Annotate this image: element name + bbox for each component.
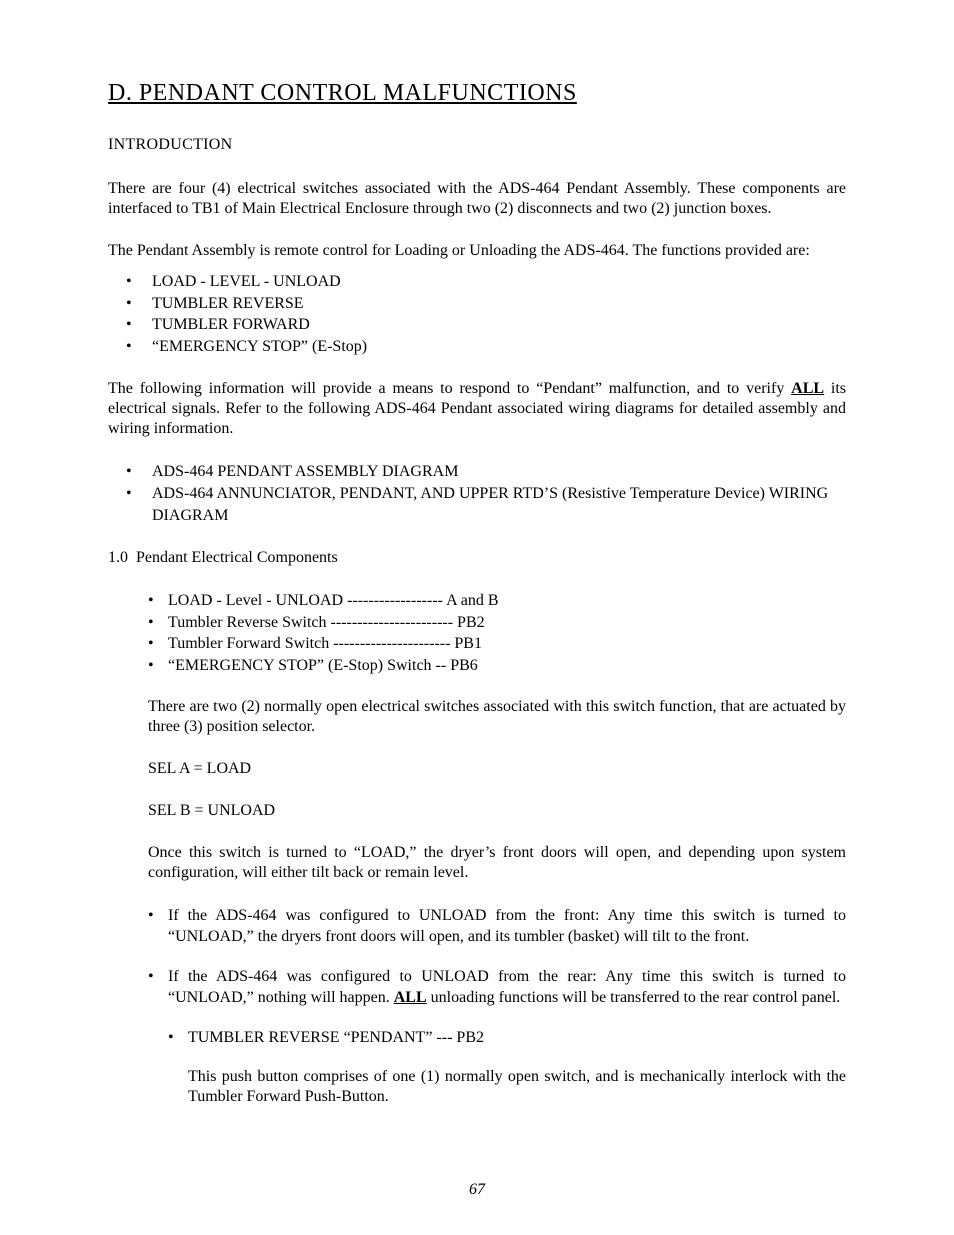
pb2-list: TUMBLER REVERSE “PENDANT” --- PB2 This p… <box>168 1027 846 1107</box>
list-item: If the ADS-464 was configured to UNLOAD … <box>148 905 846 948</box>
list-item: “EMERGENCY STOP” (E-Stop) Switch -- PB6 <box>148 655 846 677</box>
paragraph-load: Once this switch is turned to “LOAD,” th… <box>148 843 846 883</box>
paragraph-intro-1: There are four (4) electrical switches a… <box>108 179 846 219</box>
subsection-number: 1.0 <box>108 548 136 568</box>
list-item: Tumbler Reverse Switch -----------------… <box>148 612 846 634</box>
text-run: The following information will provide a… <box>108 380 791 397</box>
subsection-heading: 1.0Pendant Electrical Components <box>108 548 846 568</box>
page-number: 67 <box>0 1181 954 1199</box>
section-title: D. PENDANT CONTROL MALFUNCTIONS <box>108 80 846 107</box>
list-item: TUMBLER REVERSE “PENDANT” --- PB2 This p… <box>168 1027 846 1107</box>
list-item: TUMBLER REVERSE <box>108 293 846 315</box>
diagram-list: ADS-464 PENDANT ASSEMBLY DIAGRAM ADS-464… <box>108 461 846 526</box>
subsection-title: Pendant Electrical Components <box>136 549 338 566</box>
list-item: Tumbler Forward Switch -----------------… <box>148 633 846 655</box>
list-item: ADS-464 PENDANT ASSEMBLY DIAGRAM <box>108 461 846 483</box>
list-item: If the ADS-464 was configured to UNLOAD … <box>148 966 846 1107</box>
document-page: D. PENDANT CONTROL MALFUNCTIONS INTRODUC… <box>0 0 954 1235</box>
list-item: “EMERGENCY STOP” (E-Stop) <box>108 336 846 358</box>
paragraph-verify: The following information will provide a… <box>108 379 846 439</box>
sel-a-line: SEL A = LOAD <box>148 759 846 779</box>
sel-b-line: SEL B = UNLOAD <box>148 801 846 821</box>
list-item: LOAD - LEVEL - UNLOAD <box>108 271 846 293</box>
paragraph-intro-2: The Pendant Assembly is remote control f… <box>108 241 846 261</box>
paragraph-switches: There are two (2) normally open electric… <box>148 697 846 737</box>
config-list: If the ADS-464 was configured to UNLOAD … <box>148 905 846 1107</box>
text-run: unloading functions will be transferred … <box>427 989 841 1006</box>
emphasis-all: ALL <box>394 989 427 1006</box>
function-list: LOAD - LEVEL - UNLOAD TUMBLER REVERSE TU… <box>108 271 846 357</box>
pb2-heading: TUMBLER REVERSE “PENDANT” --- PB2 <box>188 1029 484 1046</box>
list-item: ADS-464 ANNUNCIATOR, PENDANT, AND UPPER … <box>108 483 846 526</box>
intro-heading: INTRODUCTION <box>108 135 846 155</box>
list-item: TUMBLER FORWARD <box>108 314 846 336</box>
subsection-body: LOAD - Level - UNLOAD ------------------… <box>148 590 846 1106</box>
list-item: LOAD - Level - UNLOAD ------------------… <box>148 590 846 612</box>
component-list: LOAD - Level - UNLOAD ------------------… <box>148 590 846 676</box>
emphasis-all: ALL <box>791 380 824 397</box>
pb2-body: This push button comprises of one (1) no… <box>188 1067 846 1107</box>
